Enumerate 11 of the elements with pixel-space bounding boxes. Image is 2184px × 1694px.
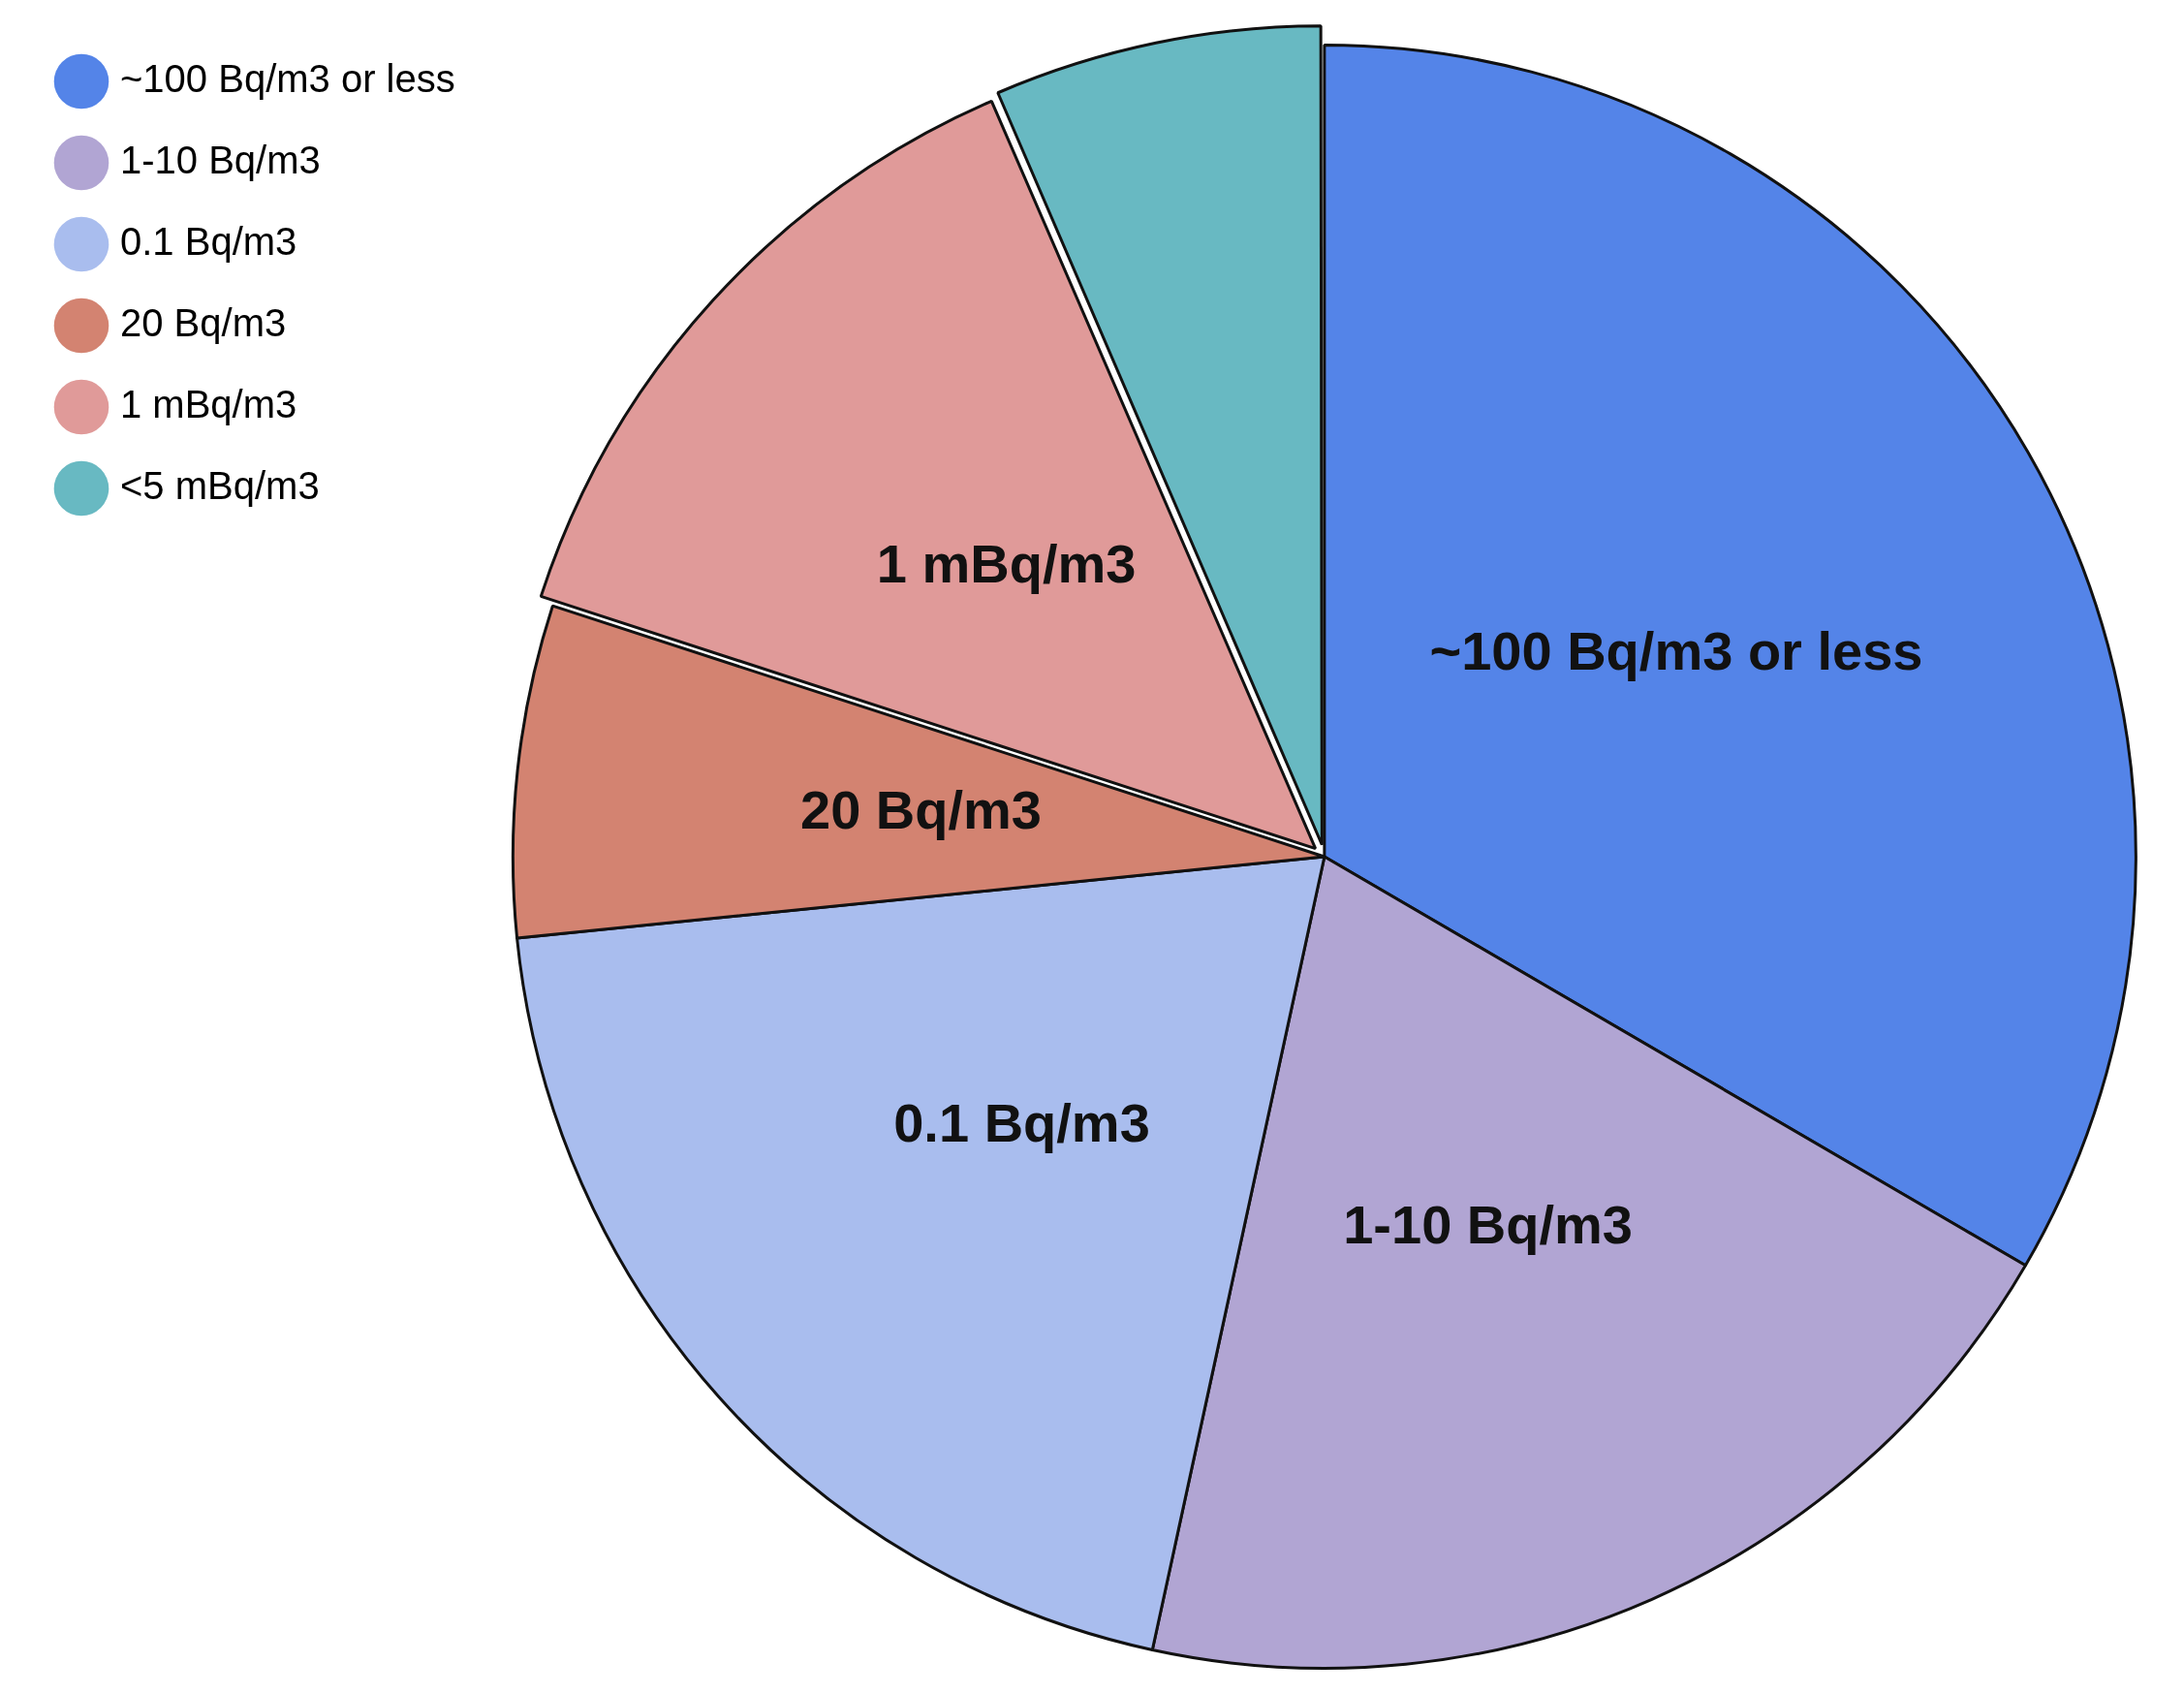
legend-label: ~100 Bq/m3 or less (120, 57, 455, 101)
slice-label: ~100 Bq/m3 or less (1429, 619, 1923, 681)
legend-label: 0.1 Bq/m3 (120, 220, 297, 264)
slice-label: 1 mBq/m3 (876, 532, 1137, 594)
legend-label: 20 Bq/m3 (120, 301, 287, 345)
slice-label: 20 Bq/m3 (800, 778, 1043, 840)
slice-label: 0.1 Bq/m3 (893, 1092, 1150, 1154)
legend-label: <5 mBq/m3 (120, 464, 320, 508)
slice-label: 1-10 Bq/m3 (1343, 1193, 1633, 1255)
legend-label: 1 mBq/m3 (120, 383, 297, 426)
legend-label: 1-10 Bq/m3 (120, 139, 321, 182)
